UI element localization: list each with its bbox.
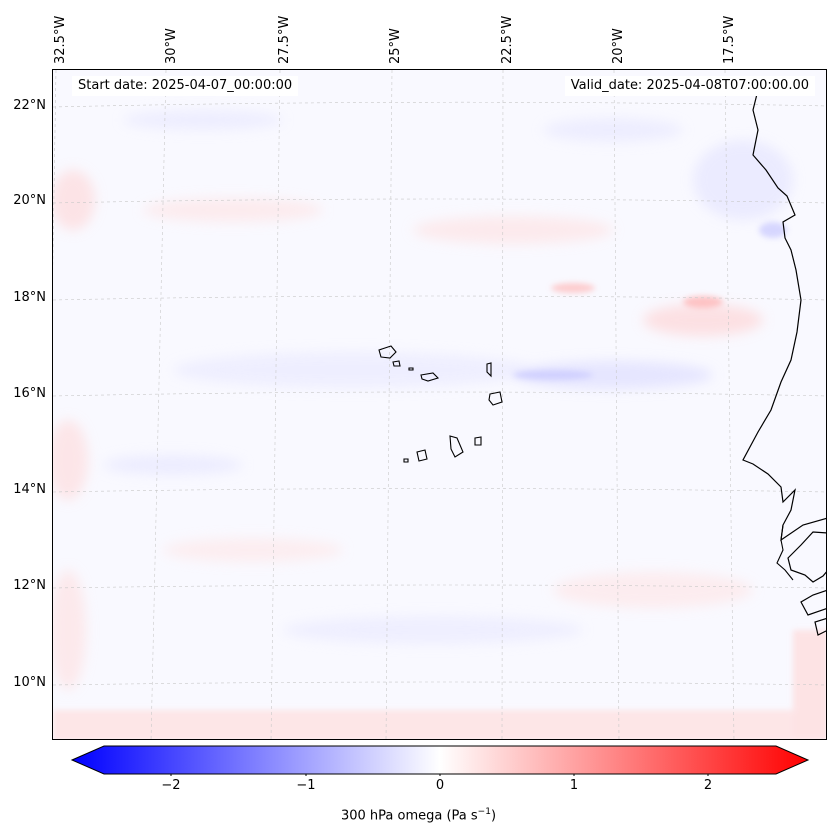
colorbar-label-sup: −1 (477, 807, 491, 817)
map-plot-area (52, 69, 827, 740)
cb-tick-label-m2: −2 (161, 778, 181, 793)
lon-label-22-5w: 22.5°W (500, 15, 515, 64)
lon-label-30w: 30°W (164, 28, 179, 64)
lat-label-22: 22°N (13, 98, 46, 113)
lat-label-16: 16°N (13, 386, 46, 401)
cb-tick-label-1: 1 (569, 778, 579, 793)
lon-label-20w: 20°W (611, 28, 626, 64)
valid-date-label: Valid_date: 2025-04-08T07:00:00.00 (564, 76, 815, 96)
lon-label-32-5w: 32.5°W (53, 15, 68, 64)
colorbar-label-text: 300 hPa omega (Pa s (340, 808, 478, 824)
start-date-label: Start date: 2025-04-07_00:00:00 (72, 76, 299, 96)
lon-label-27-5w: 27.5°W (277, 15, 292, 64)
cb-tick-label-m1: −1 (296, 778, 316, 793)
omega-field-map (53, 70, 826, 739)
lat-label-10: 10°N (13, 675, 46, 690)
cb-tick-label-2: 2 (703, 778, 713, 793)
cape-verde-islands (378, 345, 503, 463)
colorbar (70, 745, 810, 776)
lat-label-20: 20°N (13, 193, 46, 208)
gridlines (53, 70, 826, 739)
colorbar-bar (70, 745, 810, 775)
lat-label-12: 12°N (13, 578, 46, 593)
lon-label-25w: 25°W (388, 28, 403, 64)
cb-tick-label-0: 0 (435, 778, 445, 793)
colorbar-label: 300 hPa omega (Pa s−1) (0, 807, 837, 823)
lat-label-18: 18°N (13, 290, 46, 305)
lon-label-17-5w: 17.5°W (722, 15, 737, 64)
africa-coastline (742, 89, 826, 636)
colorbar-label-end: ) (490, 808, 497, 824)
lat-label-14: 14°N (13, 482, 46, 497)
